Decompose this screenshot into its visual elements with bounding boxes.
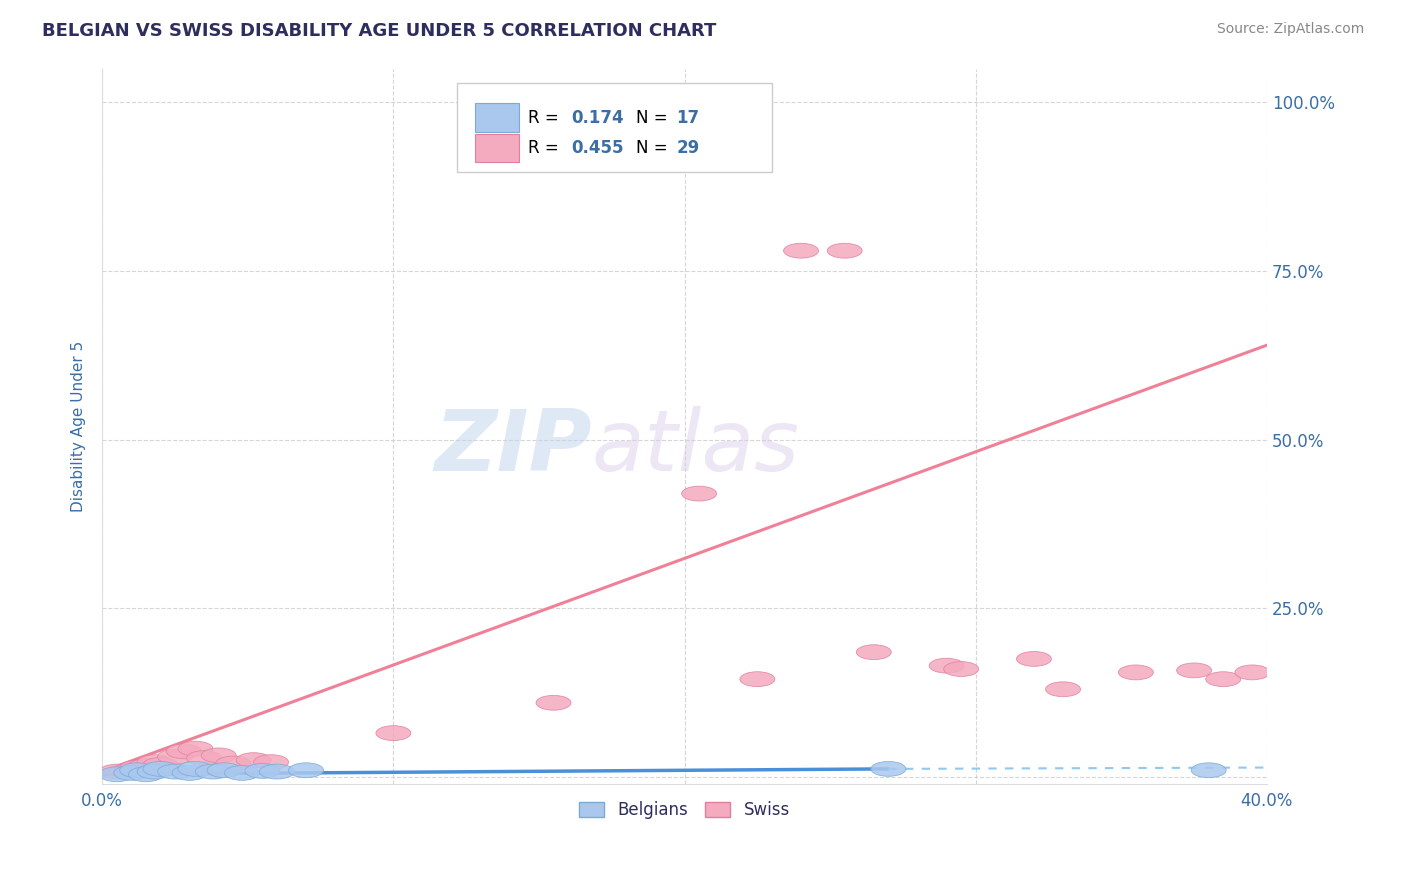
Text: 29: 29: [676, 139, 700, 157]
Ellipse shape: [172, 765, 207, 780]
Legend: Belgians, Swiss: Belgians, Swiss: [572, 794, 796, 825]
Ellipse shape: [100, 767, 134, 781]
Text: N =: N =: [636, 109, 672, 127]
Text: Source: ZipAtlas.com: Source: ZipAtlas.com: [1216, 22, 1364, 37]
Ellipse shape: [236, 753, 271, 767]
Ellipse shape: [870, 762, 905, 776]
Ellipse shape: [143, 757, 179, 772]
Y-axis label: Disability Age Under 5: Disability Age Under 5: [72, 341, 86, 512]
Text: R =: R =: [529, 109, 564, 127]
Ellipse shape: [536, 696, 571, 710]
Ellipse shape: [143, 762, 179, 776]
Ellipse shape: [1234, 665, 1270, 680]
Ellipse shape: [929, 658, 965, 673]
Ellipse shape: [682, 486, 717, 501]
Ellipse shape: [375, 726, 411, 740]
Ellipse shape: [260, 764, 294, 779]
Ellipse shape: [100, 764, 134, 779]
Ellipse shape: [179, 762, 212, 776]
Ellipse shape: [179, 741, 212, 756]
Ellipse shape: [195, 764, 231, 779]
Ellipse shape: [138, 755, 172, 770]
Text: 0.455: 0.455: [572, 139, 624, 157]
Ellipse shape: [1177, 663, 1212, 678]
Text: atlas: atlas: [592, 406, 800, 489]
Ellipse shape: [138, 764, 172, 779]
Ellipse shape: [166, 744, 201, 759]
Ellipse shape: [207, 763, 242, 778]
FancyBboxPatch shape: [457, 83, 772, 172]
Ellipse shape: [253, 755, 288, 770]
Ellipse shape: [943, 662, 979, 676]
Ellipse shape: [157, 764, 193, 779]
Ellipse shape: [114, 763, 149, 778]
Ellipse shape: [740, 672, 775, 687]
Ellipse shape: [245, 764, 280, 779]
Ellipse shape: [1191, 763, 1226, 778]
Ellipse shape: [288, 763, 323, 778]
FancyBboxPatch shape: [475, 134, 519, 162]
Ellipse shape: [128, 767, 163, 781]
Ellipse shape: [827, 244, 862, 258]
Text: N =: N =: [636, 139, 672, 157]
Text: R =: R =: [529, 139, 564, 157]
Ellipse shape: [120, 763, 155, 778]
Ellipse shape: [201, 748, 236, 763]
Text: ZIP: ZIP: [434, 406, 592, 489]
Ellipse shape: [114, 765, 149, 780]
Text: BELGIAN VS SWISS DISABILITY AGE UNDER 5 CORRELATION CHART: BELGIAN VS SWISS DISABILITY AGE UNDER 5 …: [42, 22, 717, 40]
Ellipse shape: [157, 749, 193, 764]
Ellipse shape: [1017, 651, 1052, 666]
Text: 17: 17: [676, 109, 700, 127]
Ellipse shape: [1118, 665, 1153, 680]
Ellipse shape: [783, 244, 818, 258]
Ellipse shape: [120, 760, 155, 775]
Ellipse shape: [225, 765, 260, 780]
Ellipse shape: [187, 751, 222, 765]
FancyBboxPatch shape: [475, 103, 519, 132]
Ellipse shape: [215, 756, 250, 771]
Text: 0.174: 0.174: [572, 109, 624, 127]
Ellipse shape: [1046, 681, 1081, 697]
Ellipse shape: [128, 759, 163, 773]
Ellipse shape: [1206, 672, 1240, 687]
Ellipse shape: [856, 645, 891, 659]
